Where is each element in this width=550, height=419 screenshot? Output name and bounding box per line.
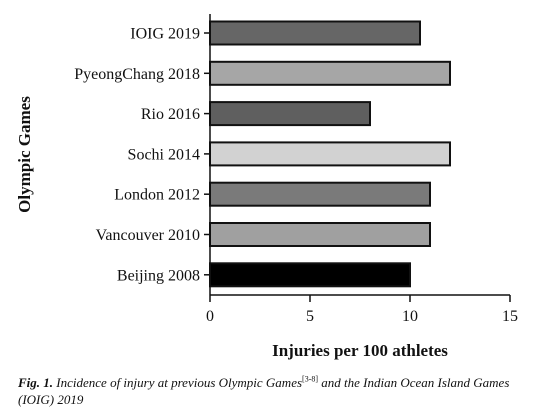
caption-text-continued: and the Indian Ocean Island Games (IOIG)…: [18, 375, 510, 407]
x-tick-label: 10: [402, 308, 418, 325]
y-tick-label: PyeongChang 2018: [74, 66, 200, 83]
y-axis-title: Olympic Games: [15, 96, 34, 213]
x-tick-label: 0: [206, 308, 214, 325]
bar-ioig-2019: [209, 20, 421, 46]
y-tick-label: Beijing 2008: [117, 267, 200, 284]
x-axis-title: Injuries per 100 athletes: [272, 341, 448, 360]
y-axis-ticks: IOIG 2019 PyeongChang 2018 Rio 2016 Sochi 2…: [74, 26, 210, 284]
bar-pyeongchang-2018: [209, 60, 451, 86]
bars-group: [209, 20, 451, 288]
y-tick-label: Sochi 2014: [128, 146, 200, 163]
bar-sochi-2014: [209, 141, 451, 167]
caption-prefix: Fig. 1.: [18, 375, 54, 390]
bar-rio-2016: [209, 101, 371, 127]
x-axis-ticks: 0 5 10 15: [206, 295, 518, 325]
caption-reference: [3-8]: [302, 374, 319, 384]
bar-london-2012: [209, 181, 431, 207]
x-tick-label: 15: [502, 308, 518, 325]
caption-text: Incidence of injury at previous Olympic …: [56, 375, 303, 390]
bar-chart: IOIG 2019 PyeongChang 2018 Rio 2016 Sochi 2…: [15, 14, 518, 360]
y-tick-label: Rio 2016: [141, 106, 200, 123]
y-tick-label: IOIG 2019: [130, 26, 200, 43]
y-tick-label: Vancouver 2010: [96, 227, 200, 244]
bar-beijing-2008: [209, 262, 411, 288]
x-tick-label: 5: [306, 308, 314, 325]
y-tick-label: London 2012: [114, 187, 200, 204]
figure-caption: Fig. 1. Incidence of injury at previous …: [18, 374, 543, 408]
bar-vancouver-2010: [209, 222, 431, 247]
